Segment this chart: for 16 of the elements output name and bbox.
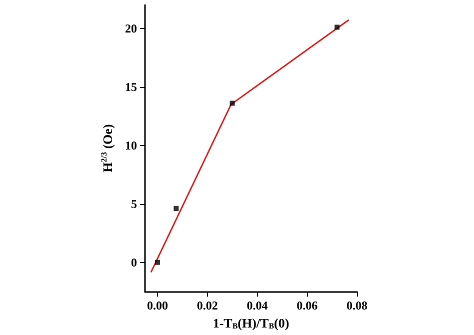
point: [174, 206, 179, 212]
y-tick-label: 0: [131, 255, 137, 270]
x-axis-title: 1-TB(H)/TB(0): [212, 316, 290, 330]
x-tick-label: 0.00: [146, 298, 168, 313]
y-tick-label: 15: [125, 80, 137, 94]
y-tick-label: 20: [125, 21, 137, 36]
point: [154, 260, 160, 265]
x-tick-label: 0.06: [296, 298, 318, 313]
x-tick-label: 0.02: [196, 298, 218, 313]
x-tick-label: 0.08: [346, 298, 368, 313]
point: [334, 24, 340, 30]
x-tick-label: 0.04: [246, 298, 268, 313]
point: [230, 100, 235, 106]
y-axis-title: H2/3 (Oe): [100, 124, 115, 172]
y-tick-label: 5: [131, 196, 137, 211]
y-tick-label: 10: [125, 138, 137, 152]
